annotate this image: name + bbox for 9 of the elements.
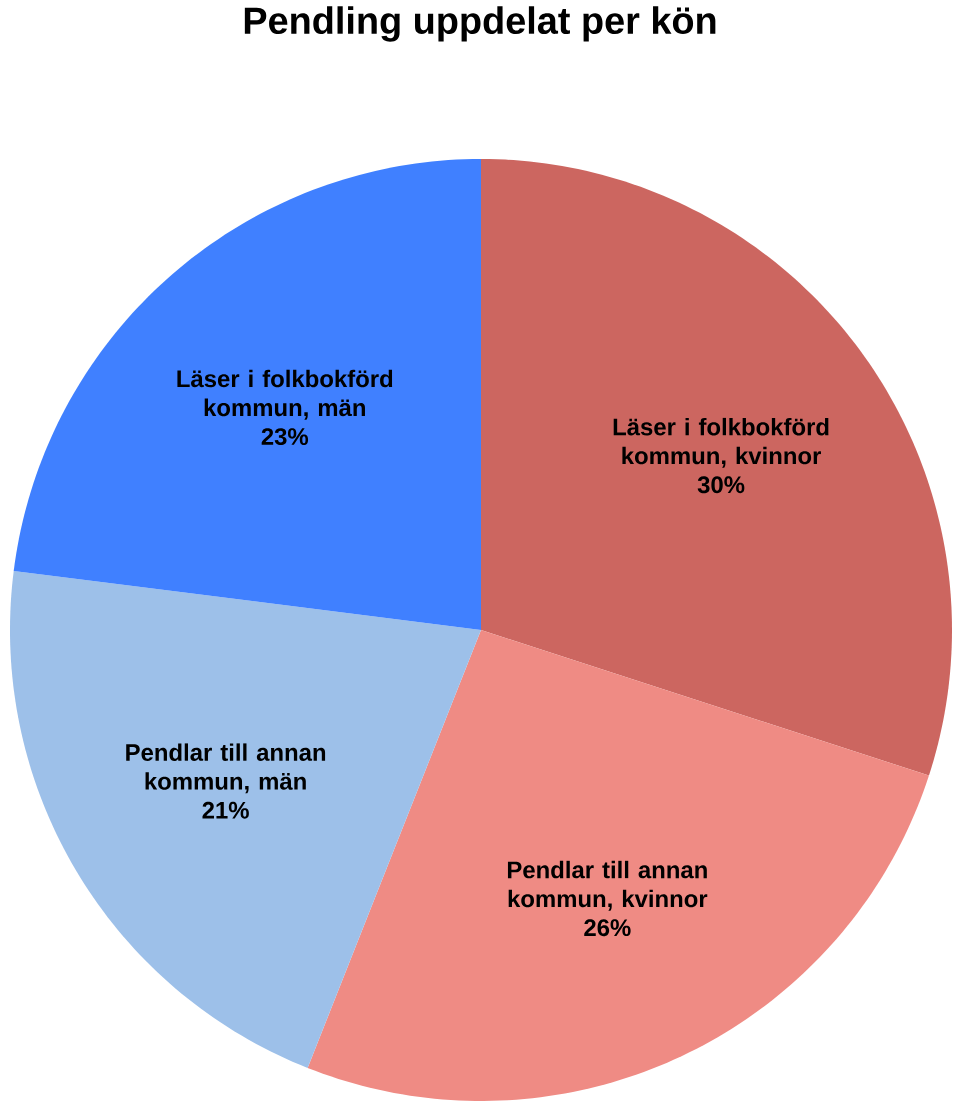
chart-title: Pendling uppdelat per kön xyxy=(244,6,716,42)
slice-label: Pendlar till annan kommun, män xyxy=(126,743,326,794)
data-label: 23% xyxy=(261,428,309,446)
data-label: 21% xyxy=(202,801,249,819)
slice-label: Läser i folkbokförd kommun, män xyxy=(177,369,393,420)
data-label: 26% xyxy=(584,919,631,937)
slice-label: Läser i folkbokförd kommun, kvinnor xyxy=(613,417,829,468)
data-label: 30% xyxy=(697,476,745,494)
slice-label: Pendlar till annan kommun, kvinnor xyxy=(507,860,708,911)
